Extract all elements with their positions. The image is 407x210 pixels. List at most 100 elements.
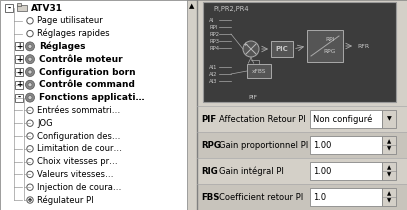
Text: +: + [16,55,22,64]
Text: Fonctions applicati…: Fonctions applicati… [39,93,144,102]
Text: ▼: ▼ [387,146,391,151]
Text: RPG: RPG [323,49,335,54]
FancyBboxPatch shape [247,64,271,78]
Text: +: + [16,42,22,51]
Text: AI2: AI2 [209,71,217,76]
Circle shape [28,198,31,202]
Text: Contrôle moteur: Contrôle moteur [39,55,123,64]
Circle shape [26,80,35,89]
Text: RP3: RP3 [209,38,219,43]
FancyBboxPatch shape [382,162,396,180]
Text: +: + [243,42,247,46]
Circle shape [27,146,33,152]
FancyBboxPatch shape [197,0,407,210]
Text: Réglages: Réglages [39,42,85,51]
Text: ▲: ▲ [387,139,391,144]
FancyBboxPatch shape [197,132,407,158]
Text: ▲: ▲ [189,3,195,9]
FancyBboxPatch shape [382,136,396,154]
Text: Affectation Retour PI: Affectation Retour PI [219,114,306,123]
Text: Gain proportionnel PI: Gain proportionnel PI [219,140,308,150]
FancyBboxPatch shape [197,184,407,210]
FancyBboxPatch shape [17,5,27,11]
Circle shape [26,67,35,76]
Text: Choix vitesses pr…: Choix vitesses pr… [37,157,118,166]
Text: Configuration des…: Configuration des… [37,131,120,140]
FancyBboxPatch shape [15,42,23,50]
Text: PIC: PIC [276,46,289,52]
Text: Configuration born: Configuration born [39,67,136,76]
Circle shape [27,133,33,139]
Text: Page utilisateur: Page utilisateur [37,16,103,25]
FancyBboxPatch shape [15,81,23,89]
Text: 1.00: 1.00 [313,167,331,176]
Text: ▲: ▲ [387,165,391,171]
Circle shape [27,18,33,24]
Circle shape [28,83,32,87]
Circle shape [27,107,33,114]
Text: AI1: AI1 [209,64,217,70]
Circle shape [27,30,33,37]
Circle shape [28,57,32,61]
Circle shape [28,96,32,100]
FancyBboxPatch shape [15,94,23,102]
Text: RP4: RP4 [209,46,219,50]
Text: FBS: FBS [201,193,219,202]
Text: xFBS: xFBS [252,68,266,74]
FancyBboxPatch shape [197,106,407,132]
Text: +: + [16,67,22,76]
FancyBboxPatch shape [382,110,396,128]
Text: AI3: AI3 [209,79,217,84]
FancyBboxPatch shape [310,162,382,180]
Circle shape [27,120,33,126]
Circle shape [27,197,33,203]
Text: JOG: JOG [37,119,53,128]
Text: Régulateur PI: Régulateur PI [37,195,94,205]
Text: RFR: RFR [357,43,369,49]
Circle shape [26,42,35,51]
Text: PI,PR2,PR4: PI,PR2,PR4 [213,6,249,12]
FancyBboxPatch shape [307,30,343,62]
Text: PIF: PIF [201,114,216,123]
Text: -: - [7,4,11,13]
Circle shape [27,158,33,165]
Text: RPG: RPG [201,140,221,150]
Text: RP2: RP2 [209,32,219,37]
FancyBboxPatch shape [197,158,407,184]
Text: ▲: ▲ [387,192,391,197]
FancyBboxPatch shape [310,188,382,206]
Text: Valeurs vitesses…: Valeurs vitesses… [37,170,114,179]
Text: Coefficient retour PI: Coefficient retour PI [219,193,303,202]
Text: +: + [16,80,22,89]
FancyBboxPatch shape [187,0,197,210]
Text: RPI: RPI [326,37,335,42]
Circle shape [26,55,35,64]
Text: -: - [18,93,21,102]
FancyBboxPatch shape [271,41,293,57]
Text: AI: AI [209,17,214,22]
Text: Contrôle command: Contrôle command [39,80,135,89]
Text: Non configuré: Non configuré [313,114,372,124]
Text: Injection de coura…: Injection de coura… [37,183,121,192]
Text: Réglages rapides: Réglages rapides [37,29,109,38]
FancyBboxPatch shape [15,55,23,63]
FancyBboxPatch shape [310,110,382,128]
Text: Gain intégral PI: Gain intégral PI [219,166,284,176]
Circle shape [27,184,33,190]
Text: ▼: ▼ [387,117,392,122]
Text: RIG: RIG [201,167,218,176]
Circle shape [26,93,35,102]
Circle shape [28,44,32,49]
FancyBboxPatch shape [0,0,197,210]
Circle shape [243,41,259,57]
FancyBboxPatch shape [310,136,382,154]
Text: ▼: ▼ [387,172,391,177]
FancyBboxPatch shape [5,4,13,12]
Circle shape [27,171,33,178]
Text: ▼: ▼ [387,198,391,203]
Text: Limitation de cour…: Limitation de cour… [37,144,122,153]
Text: PIF: PIF [248,94,258,100]
Text: Entrées sommatri…: Entrées sommatri… [37,106,120,115]
FancyBboxPatch shape [382,188,396,206]
FancyBboxPatch shape [203,2,396,102]
